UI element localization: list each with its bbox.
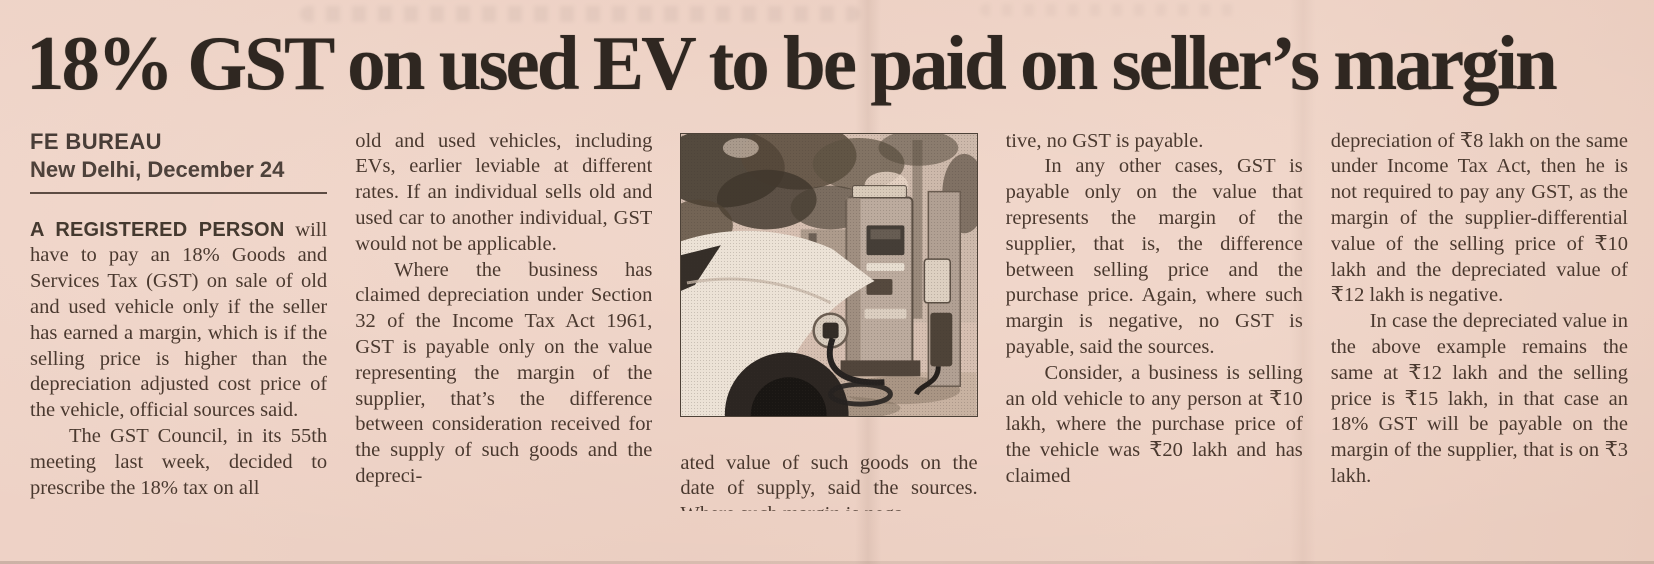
column-2: old and used vehicles, including EVs, ea…	[355, 129, 652, 511]
paragraph: A REGISTERED PERSON will have to pay an …	[30, 218, 327, 424]
byline-dateline: New Delhi, December 24	[30, 156, 285, 182]
ev-charging-photo-illustration	[681, 133, 977, 416]
article-headline: 18% GST on used EV to be paid on seller’…	[26, 20, 1558, 106]
article-photo	[680, 132, 978, 417]
paragraph: old and used vehicles, including EVs, ea…	[355, 129, 653, 255]
paragraph: tive, no GST is payable.	[1005, 129, 1204, 152]
column-3: ated value of such goods on the date of …	[680, 129, 978, 511]
paragraph: Where the business has claimed depreciat…	[355, 258, 653, 487]
paragraph: In any other cases, GST is payable only …	[1005, 155, 1303, 358]
column-5: depreciation of ₹8 lakh on the same unde…	[1331, 129, 1628, 511]
paper-crease	[1290, 0, 1316, 564]
ink-bleedthrough-smudge	[300, 6, 860, 22]
column-1: FE BUREAU New Delhi, December 24 A REGIS…	[30, 128, 328, 511]
page-fold-line	[0, 561, 1654, 564]
paragraph: ated value of such goods on the date of …	[680, 451, 978, 511]
ink-bleedthrough-smudge	[980, 4, 1240, 16]
paragraph: In case the depreciated value in the abo…	[1330, 310, 1628, 487]
paragraph: The GST Council, in its 55th meeting las…	[30, 424, 328, 499]
paragraph-text: will have to pay an 18% Goods and Servic…	[30, 218, 328, 422]
paragraph: depreciation of ₹8 lakh on the same unde…	[1330, 129, 1628, 307]
column-4: tive, no GST is payable. In any other ca…	[1006, 129, 1303, 511]
byline-divider	[30, 191, 328, 194]
article-columns: FE BUREAU New Delhi, December 24 A REGIS…	[0, 103, 1654, 511]
byline-block: FE BUREAU New Delhi, December 24	[30, 128, 328, 194]
byline-bureau: FE BUREAU	[30, 128, 162, 154]
paragraph-lead-caps: A REGISTERED PERSON	[30, 218, 285, 241]
paragraph: Consider, a business is selling an old v…	[1005, 361, 1303, 487]
